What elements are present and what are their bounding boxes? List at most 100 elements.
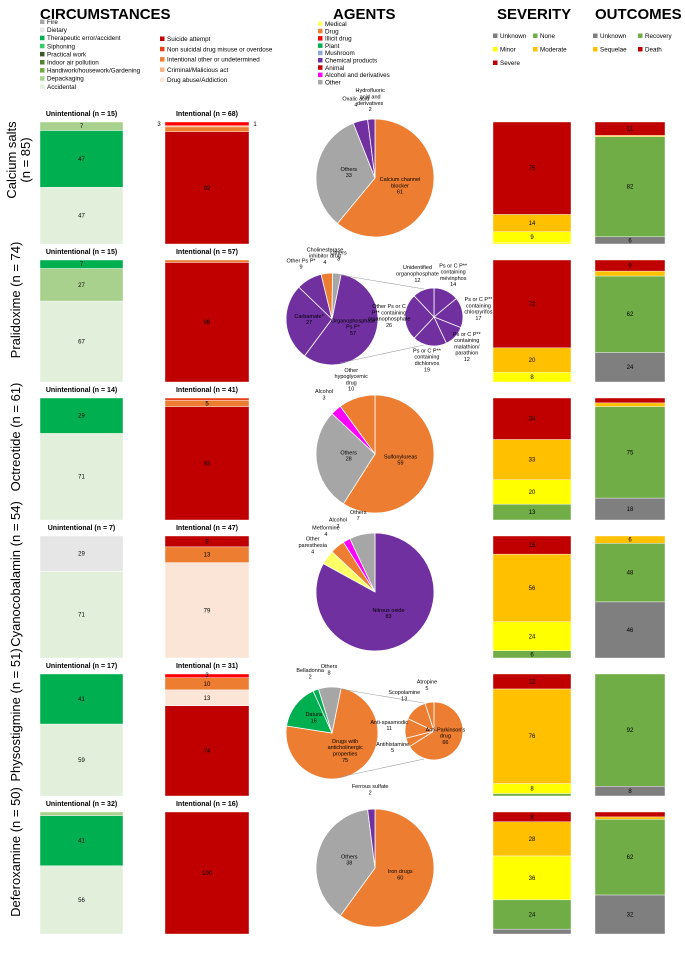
legend-label-accidental: Accidental	[47, 84, 76, 91]
legend-swatch-fire	[40, 19, 45, 24]
outcomes-segment-sequelae	[594, 270, 666, 277]
row-label-line: Physostigmine (n = 51)	[8, 648, 23, 781]
outcomes-segment-unknown	[594, 894, 666, 935]
legend-swatch-mushroom	[318, 50, 323, 56]
severity-value-label: 8	[530, 815, 534, 821]
legend-swatch-therapeutic-error-accident	[40, 35, 45, 41]
intentional-edge-label: 1	[253, 122, 257, 128]
subpie-connector	[339, 688, 425, 704]
severity-value-label: 28	[529, 837, 536, 843]
agents-slice-others	[318, 686, 342, 734]
unintentional-segment-accidental	[39, 865, 124, 935]
legend-label-drug-abuse-addiction: Drug abuse/Addiction	[167, 77, 228, 84]
legend-swatch-none	[533, 33, 538, 38]
legend-swatch-unknown	[593, 33, 598, 38]
subpie-slice-label: 5	[391, 748, 394, 754]
unintentional-value-label: 71	[78, 613, 85, 619]
severity-value-label: 14	[529, 221, 536, 227]
agents-slice-label: blocker	[391, 183, 409, 189]
subpie-slice-label: Ps or C P**	[439, 263, 468, 269]
intentional-value-label: 5	[205, 401, 209, 407]
severity-value-label: 12	[529, 679, 536, 685]
subpie-slice-label: mévinphos	[440, 276, 467, 282]
legend-swatch-medical	[318, 21, 323, 26]
legend-label-therapeutic-error-accident: Therapeutic error/accident	[47, 35, 121, 42]
legend-swatch-sequelae	[593, 47, 598, 52]
legend-label-unknown: Unknown	[600, 33, 627, 40]
outcomes-value-label: 6	[628, 238, 632, 244]
agents-slice-label: Ps P*	[346, 325, 361, 331]
subpie-slice-label: drug	[440, 734, 451, 740]
legend-swatch-other	[318, 79, 323, 85]
legend-label-chemical-products: Chemical products	[325, 58, 377, 65]
agents-slice-others	[315, 809, 376, 917]
severity-segment-minor	[492, 621, 572, 651]
severity-segment-minor	[492, 855, 572, 901]
unintentional-segment-therapeutic-error-accident	[39, 673, 124, 725]
agents-slice-label: Cholinesterase	[307, 247, 344, 253]
intentional-subtitle: Intentional (n = 47)	[176, 525, 238, 532]
agents-slice-label: Nitrous oxide	[372, 608, 404, 614]
agents-slice-label: 59	[397, 461, 403, 467]
severity-value-label: 8	[530, 375, 534, 381]
agents-slice-other-hypoglycemic-drug	[339, 394, 376, 456]
intentional-value-label: 9	[205, 539, 209, 545]
severity-segment-moderate	[492, 439, 572, 480]
legend-label-suicide-attempt: Suicide attempt	[167, 36, 211, 43]
unintentional-segment-therapeutic-error-accident	[39, 397, 124, 434]
unintentional-segment-depackaging	[39, 121, 124, 131]
agents-slice-label: 10	[348, 387, 354, 393]
severity-value-label: 20	[529, 490, 536, 496]
legend-swatch-practical-work	[40, 51, 45, 57]
intentional-value-label: 13	[204, 553, 211, 559]
agents-slice-label: 9	[300, 265, 303, 271]
subpie-slice-label: containing	[466, 303, 491, 309]
agents-slice-label: derivatives	[357, 101, 384, 107]
legend-label-depackaging: Depackaging	[47, 76, 84, 83]
outcomes-value-label: 75	[627, 450, 634, 456]
intentional-edge-label: 3	[205, 673, 209, 679]
outcomes-segment-unknown	[594, 601, 666, 659]
row-label: Pralidoxime (n = 74)	[8, 242, 23, 359]
unintentional-subtitle: Unintentional (n = 15)	[46, 249, 117, 256]
unintentional-value-label: 29	[78, 552, 85, 558]
row-label: Cyanocobalamin (n = 54)	[8, 501, 23, 647]
outcomes-segment-sequelae	[594, 535, 666, 544]
intentional-subtitle: Intentional (n = 68)	[176, 111, 238, 118]
legend-swatch-chemical-products	[318, 58, 323, 63]
outcomes-segment-recovery	[594, 136, 666, 237]
agents-slice-label: 7	[357, 516, 360, 522]
subpie-slice-label: Ps or C P**	[413, 348, 442, 354]
outcomes-value-label: 8	[628, 789, 632, 795]
outcomes-segment-recovery	[594, 819, 666, 896]
severity-segment-none	[492, 793, 572, 797]
outcomes-segment-sequelae	[594, 816, 666, 820]
unintentional-subtitle: Unintentional (n = 17)	[46, 663, 117, 670]
legend-label-non-suicidal-drug-misuse-or-overdose: Non suicidal drug misuse or overdose	[167, 46, 273, 53]
agents-slice-others	[315, 122, 376, 225]
row-label-line: Deferoxamine (n = 50)	[8, 787, 23, 917]
severity-segment-severe	[492, 673, 572, 690]
legend-label-other: Other	[325, 79, 341, 86]
subpie-slice-label: containing	[414, 355, 439, 361]
row-3: Octreotide (n = 61) Unintentional (n = 14…	[8, 368, 666, 521]
severity-value-label: 6	[530, 652, 534, 658]
severity-segment-moderate	[492, 821, 572, 857]
severity-segment-unknown	[492, 928, 572, 935]
intentional-segment-non-suicidal-drug-misuse-or-overdose	[164, 397, 250, 401]
legend-label-animal: Animal	[325, 65, 344, 72]
subpie-slice-label: Ps or C P**	[453, 332, 482, 338]
unintentional-segment-accidental	[39, 433, 124, 521]
legend-swatch-minor	[493, 47, 498, 52]
row-4: Cyanocobalamin (n = 54) Unintentional (n …	[8, 501, 666, 659]
agents-slice-others	[331, 272, 342, 320]
subpie-slice-label: Unidentified	[403, 265, 432, 271]
subpie-slice-label: 5	[425, 686, 428, 692]
severity-value-label: 72	[529, 302, 536, 308]
severity-value-label: 34	[529, 417, 536, 423]
legend-label-medical: Medical	[325, 21, 347, 28]
severity-value-label: 24	[529, 912, 536, 918]
legend-swatch-criminal-malicious-act	[160, 67, 165, 72]
outcomes-value-label: 62	[627, 312, 634, 318]
